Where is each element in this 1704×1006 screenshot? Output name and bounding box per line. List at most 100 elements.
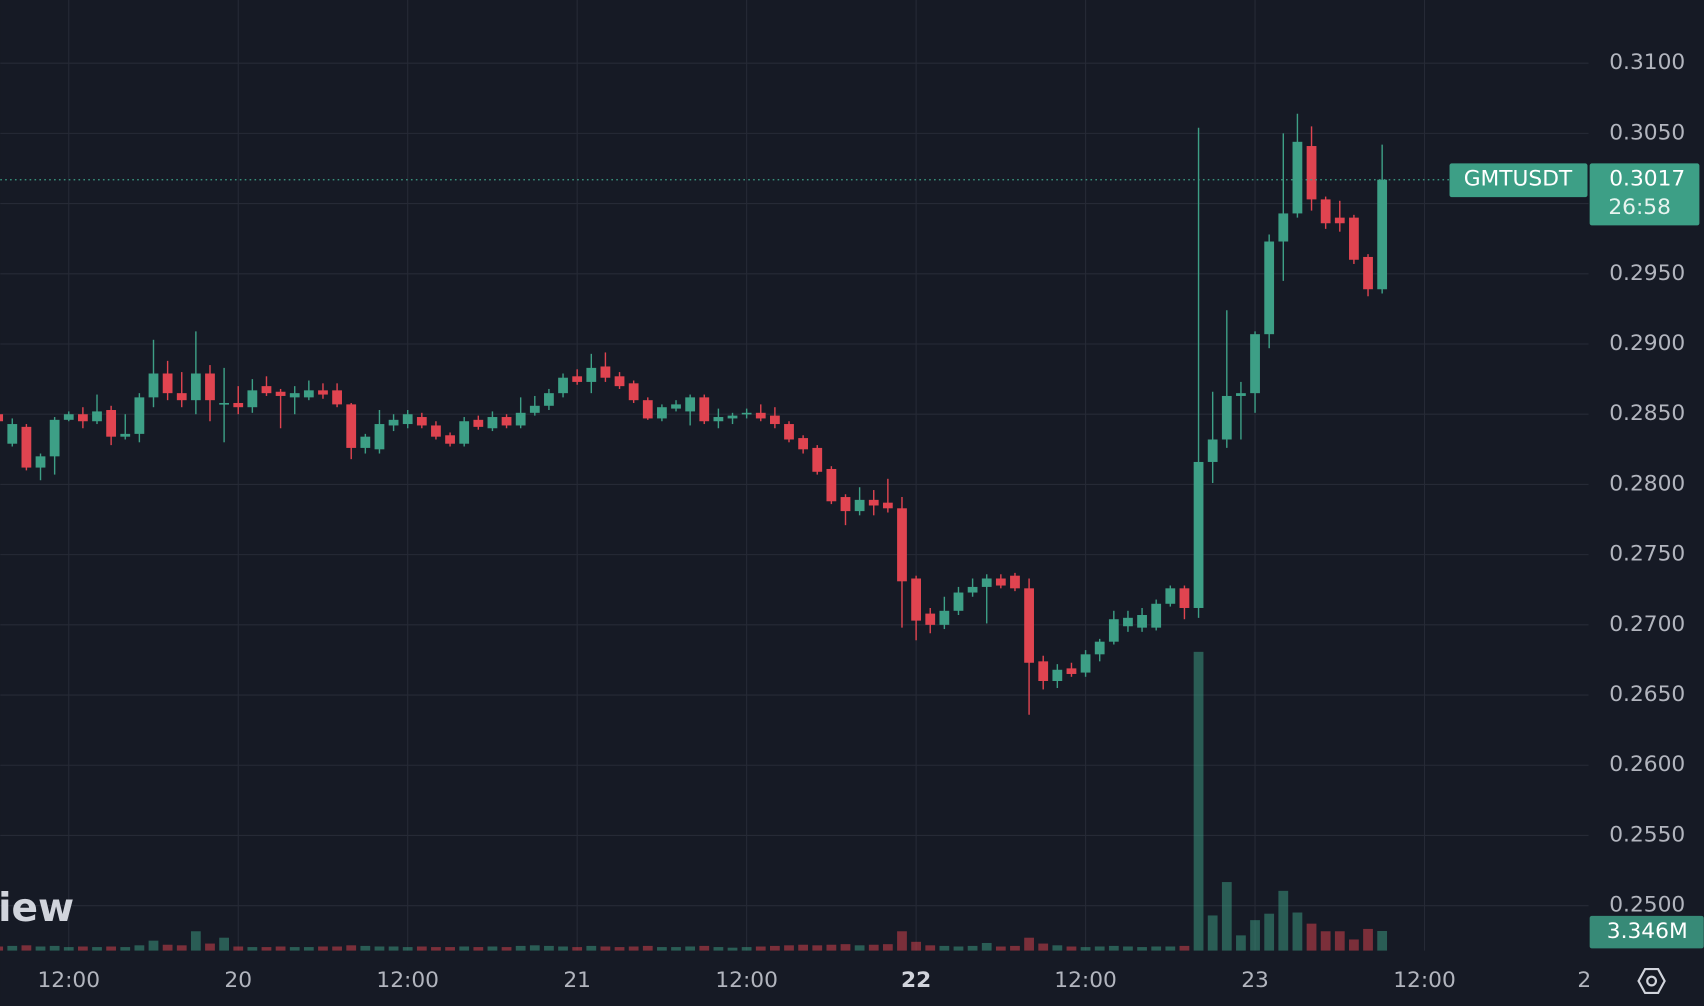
volume-bar <box>1250 920 1260 951</box>
candle-body <box>784 424 794 440</box>
candle-body <box>1250 334 1260 394</box>
candle-body <box>953 592 964 611</box>
volume-bar <box>1278 890 1289 951</box>
volume-bar <box>713 947 724 951</box>
candle-body <box>1094 641 1105 655</box>
x-tick-label: 21 <box>563 968 591 993</box>
volume-bar <box>544 945 554 951</box>
y-tick-label: 0.3050 <box>1609 120 1685 145</box>
volume-bar <box>49 945 60 951</box>
candle-body <box>995 578 1006 586</box>
candle-body <box>1306 146 1317 200</box>
volume-bar <box>1151 946 1162 951</box>
volume-bar <box>1236 935 1246 951</box>
candle-body <box>92 411 102 422</box>
settings-icon-center[interactable] <box>1646 975 1658 987</box>
candle-body <box>1024 588 1034 663</box>
volume-bar <box>1306 923 1317 951</box>
candle-body <box>755 412 766 419</box>
x-tick-label: 12:00 <box>715 968 778 993</box>
candle-body <box>1221 395 1232 440</box>
volume-bar <box>360 945 371 951</box>
x-tick-label: 22 <box>901 968 931 993</box>
candle-body <box>261 386 272 394</box>
volume-bar <box>699 945 710 951</box>
candle-body <box>176 393 187 401</box>
volume-bar <box>148 940 159 951</box>
volume-bar <box>854 945 865 951</box>
candle-body <box>275 391 286 396</box>
y-tick-label: 0.2750 <box>1609 542 1685 567</box>
volume-tag <box>1589 915 1704 949</box>
candle-body <box>1349 217 1359 260</box>
candle-body <box>134 397 145 434</box>
symbol-tag <box>1449 163 1588 198</box>
candle-body <box>600 366 611 378</box>
settings-icon[interactable] <box>1637 967 1666 995</box>
candle-body <box>303 390 314 398</box>
volume-bar <box>190 931 201 951</box>
y-tick-label: 0.2500 <box>1609 893 1685 918</box>
volume-bar <box>868 944 879 951</box>
candle-body <box>1010 575 1020 589</box>
settings-button[interactable] <box>1637 967 1666 995</box>
volume-bar <box>0 946 4 951</box>
volume-layer <box>0 651 1388 951</box>
volume-bar <box>614 947 625 951</box>
volume-bar <box>35 946 46 951</box>
x-tick-label: 20 <box>224 968 252 993</box>
axes: 0.2500 0.2550 0.2600 0.2650 0.2700 0.2750 0.28… <box>37 50 1685 993</box>
candle-body <box>318 390 328 395</box>
volume-bar <box>1320 931 1331 951</box>
y-tick-label: 0.2850 <box>1609 401 1685 426</box>
candle-body <box>685 397 696 412</box>
candle-body <box>699 397 710 422</box>
candle-body <box>1278 213 1289 242</box>
candle-body <box>162 373 173 394</box>
volume-bar <box>600 946 611 951</box>
candle-body <box>1123 617 1133 627</box>
volume-bar <box>1377 930 1388 951</box>
candle-body <box>388 419 399 426</box>
x-tick-label: 12:00 <box>37 968 100 993</box>
candle-body <box>642 400 653 419</box>
volume-bar <box>120 947 131 951</box>
candle-body <box>487 417 498 429</box>
candle-body <box>840 497 851 512</box>
candle-body <box>586 367 597 382</box>
candle-body <box>529 405 540 413</box>
volume-bar <box>1080 947 1091 951</box>
volume-bar <box>1024 937 1034 951</box>
volume-bar <box>501 947 512 951</box>
volume-bar <box>769 945 780 951</box>
volume-bar <box>882 944 893 951</box>
volume-bar <box>1179 945 1190 951</box>
candle-body <box>332 390 342 405</box>
candle-body <box>1264 241 1275 335</box>
y-tick-label: 0.3100 <box>1609 50 1685 75</box>
candle-body <box>798 438 809 450</box>
volume-bar <box>628 946 639 951</box>
candle-body <box>967 586 978 593</box>
y-tick-label: 0.2900 <box>1609 331 1685 356</box>
volume-bar <box>1165 946 1176 951</box>
candle-body <box>247 390 258 408</box>
candle-body <box>35 456 46 468</box>
volume-bar <box>1221 882 1232 951</box>
volume-bar <box>176 945 187 951</box>
volume-bar <box>289 947 300 951</box>
candle-body <box>741 412 752 415</box>
candle-body <box>459 421 470 444</box>
candle-body <box>572 376 583 382</box>
volume-bar <box>558 946 568 951</box>
volume-bar <box>1193 651 1204 951</box>
symbol-label: GMTUSDT <box>1464 167 1573 192</box>
candle-body <box>1334 217 1345 224</box>
volume-bar <box>445 947 455 951</box>
candle-body <box>219 402 229 405</box>
countdown-label: 26:58 <box>1608 195 1671 220</box>
volume-bar <box>967 945 978 951</box>
grid <box>0 0 1589 951</box>
volume-bar <box>1052 945 1063 951</box>
